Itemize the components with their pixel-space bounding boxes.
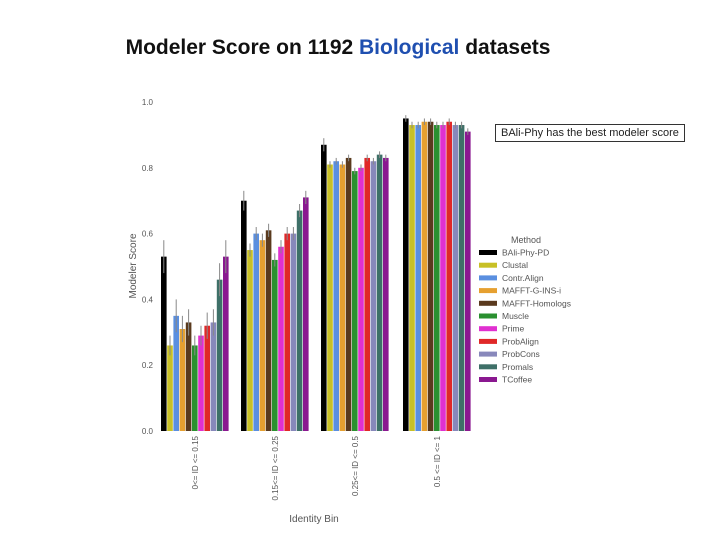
bar (173, 315, 179, 431)
bar (321, 144, 327, 431)
bar (272, 259, 278, 431)
bar (440, 125, 446, 431)
bar (216, 279, 223, 431)
bar (192, 345, 198, 431)
legend-swatch (479, 288, 497, 294)
y-tick-label: 1.0 (142, 98, 154, 107)
bar (409, 125, 415, 431)
bar (446, 121, 452, 432)
slide-title: Modeler Score on 1192 Biological dataset… (0, 36, 676, 60)
legend-swatch (479, 250, 497, 255)
legend-label: Promals (502, 362, 533, 372)
bar (383, 157, 389, 431)
y-tick-label: 0.2 (142, 361, 154, 370)
legend-swatch (479, 262, 497, 268)
bar (415, 125, 421, 431)
legend-label: ProbAlign (502, 336, 539, 346)
y-axis-label: Modeler Score (128, 233, 139, 298)
bar (247, 250, 253, 431)
y-tick-label: 0.6 (142, 230, 154, 239)
bar (198, 335, 204, 431)
bar (278, 246, 284, 431)
bar (303, 197, 309, 431)
bar (452, 125, 459, 431)
bar (352, 171, 358, 431)
legend-label: MAFFT-G-INS-i (502, 286, 561, 296)
legend-label: Prime (502, 324, 524, 334)
legend-swatch (479, 338, 497, 344)
legend-swatch (479, 313, 497, 319)
bar (327, 164, 333, 431)
legend-label: ProbCons (502, 349, 540, 359)
bar (465, 131, 471, 432)
legend-swatch (479, 326, 497, 332)
title-highlight: Biological (359, 36, 460, 59)
legend-label: BAli-Phy-PD (502, 248, 549, 258)
x-tick-label: 0<= ID <= 0.15 (191, 435, 200, 489)
x-tick-label: 0.25<= ID <= 0.5 (351, 435, 360, 496)
bar (265, 230, 272, 431)
bar (296, 210, 303, 431)
bar (161, 256, 167, 431)
bar (421, 121, 428, 432)
legend-label: Contr.Align (502, 273, 544, 283)
bar (370, 161, 377, 431)
x-tick-label: 0.15<= ID <= 0.25 (271, 435, 280, 500)
legend-label: TCoffee (502, 375, 532, 385)
x-axis-label: Identity Bin (289, 514, 338, 525)
legend-swatch (479, 300, 497, 306)
bar (290, 233, 297, 431)
bar (427, 121, 434, 432)
bar (241, 200, 247, 431)
bar (333, 161, 339, 431)
bar (458, 125, 465, 431)
title-prefix: Modeler Score on 1192 (125, 36, 360, 59)
bar (179, 329, 186, 431)
y-tick-label: 0.0 (142, 427, 154, 436)
bar (259, 240, 266, 431)
x-tick-label: 0.5 <= ID <= 1 (433, 435, 442, 487)
bar (167, 345, 173, 431)
bar (376, 154, 383, 431)
title-suffix: datasets (459, 36, 551, 59)
bar (364, 157, 370, 431)
bar (223, 256, 229, 431)
bar (345, 157, 352, 431)
bar (284, 233, 290, 431)
bar (434, 125, 440, 431)
bar (253, 233, 259, 431)
bar (403, 118, 409, 431)
legend-label: MAFFT-Homologs (502, 298, 571, 308)
legend-swatch (479, 364, 497, 370)
legend-label: Clustal (502, 260, 528, 270)
legend-swatch (479, 351, 497, 357)
legend-swatch (479, 377, 497, 382)
y-tick-label: 0.4 (142, 295, 154, 304)
y-tick-label: 0.8 (142, 164, 154, 173)
bar (204, 325, 210, 431)
bar (358, 167, 364, 432)
bar (339, 164, 346, 431)
bar (185, 322, 192, 431)
legend-title: Method (511, 235, 541, 245)
legend-swatch (479, 275, 497, 281)
legend-label: Muscle (502, 311, 529, 321)
callout-box: BAli-Phy has the best modeler score (495, 124, 685, 142)
bar (210, 322, 217, 431)
